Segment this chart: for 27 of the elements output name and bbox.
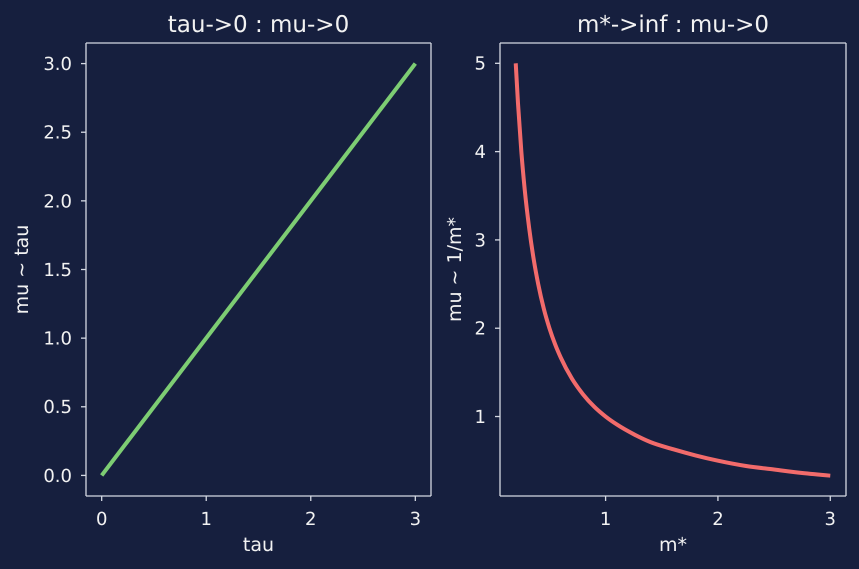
x-tick-label: 2 — [305, 508, 316, 530]
y-axis-title: mu ~ 1/m* — [444, 216, 466, 322]
y-tick-label: 0.5 — [43, 397, 72, 418]
y-tick-label: 2 — [474, 318, 486, 340]
y-tick-label: 2.5 — [43, 122, 72, 144]
chart-title: tau->0 : mu->0 — [166, 11, 350, 39]
x-tick-label: 1 — [200, 508, 212, 530]
y-tick-label: 4 — [474, 142, 486, 164]
x-axis-title: m* — [658, 534, 688, 556]
y-tick-label: 0.0 — [43, 466, 72, 487]
y-tick-label: 3.0 — [43, 54, 72, 75]
chart-title: m*->inf : mu->0 — [576, 11, 770, 39]
x-tick-label: 2 — [712, 508, 724, 530]
x-tick-label: 1 — [600, 508, 612, 530]
line-series — [514, 61, 832, 478]
x-tick-label: 0 — [96, 508, 108, 530]
y-tick-label: 1 — [474, 406, 486, 428]
x-tick-label: 3 — [824, 508, 836, 530]
line-series — [100, 62, 418, 478]
y-tick-label: 3 — [474, 230, 486, 252]
y-tick-label: 5 — [474, 54, 486, 75]
y-axis-title: mu ~ tau — [11, 224, 33, 314]
y-tick-label: 2.0 — [43, 191, 72, 212]
y-tick-label: 1.5 — [43, 260, 72, 281]
x-axis-title: tau — [242, 534, 274, 556]
y-tick-label: 1.0 — [43, 328, 72, 350]
x-tick-label: 3 — [410, 508, 422, 530]
